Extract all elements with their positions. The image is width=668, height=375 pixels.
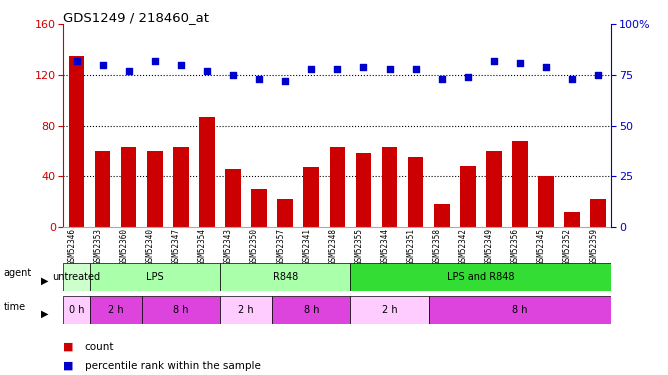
Point: [384, 66, 395, 72]
Bar: [407, 157, 424, 227]
Bar: [199, 117, 214, 227]
Bar: [63, 262, 90, 291]
Text: ■: ■: [63, 342, 74, 352]
Bar: [303, 167, 319, 227]
Point: [566, 76, 577, 82]
Bar: [69, 56, 84, 227]
Point: [150, 58, 160, 64]
Point: [488, 58, 499, 64]
Point: [514, 60, 525, 66]
Point: [358, 64, 369, 70]
Point: [410, 66, 421, 72]
Bar: [351, 296, 429, 324]
Point: [593, 72, 603, 78]
Bar: [564, 211, 580, 227]
Bar: [460, 166, 476, 227]
Point: [462, 74, 473, 80]
Bar: [121, 147, 136, 227]
Text: untreated: untreated: [53, 272, 101, 282]
Text: 2 h: 2 h: [238, 305, 254, 315]
Bar: [351, 262, 611, 291]
Text: percentile rank within the sample: percentile rank within the sample: [85, 361, 261, 370]
Bar: [142, 296, 220, 324]
Point: [436, 76, 447, 82]
Text: ▶: ▶: [41, 309, 49, 319]
Bar: [434, 204, 450, 227]
Text: 2 h: 2 h: [108, 305, 124, 315]
Text: R848: R848: [273, 272, 298, 282]
Point: [254, 76, 265, 82]
Point: [306, 66, 317, 72]
Bar: [225, 169, 241, 227]
Bar: [173, 147, 188, 227]
Bar: [381, 147, 397, 227]
Text: ■: ■: [63, 361, 74, 370]
Text: 8 h: 8 h: [512, 305, 528, 315]
Text: 2 h: 2 h: [381, 305, 397, 315]
Point: [332, 66, 343, 72]
Bar: [591, 199, 606, 227]
Text: 0 h: 0 h: [69, 305, 84, 315]
Bar: [272, 296, 351, 324]
Text: 8 h: 8 h: [173, 305, 188, 315]
Bar: [512, 141, 528, 227]
Text: ▶: ▶: [41, 275, 49, 285]
Point: [228, 72, 238, 78]
Text: GDS1249 / 218460_at: GDS1249 / 218460_at: [63, 11, 210, 24]
Bar: [538, 176, 554, 227]
Point: [280, 78, 291, 84]
Bar: [277, 199, 293, 227]
Bar: [147, 151, 162, 227]
Point: [202, 68, 212, 74]
Point: [124, 68, 134, 74]
Point: [71, 58, 82, 64]
Text: LPS and R848: LPS and R848: [447, 272, 514, 282]
Text: count: count: [85, 342, 114, 352]
Bar: [220, 296, 272, 324]
Bar: [429, 296, 611, 324]
Bar: [251, 189, 267, 227]
Bar: [90, 262, 220, 291]
Bar: [329, 147, 345, 227]
Text: agent: agent: [3, 268, 31, 278]
Point: [540, 64, 551, 70]
Bar: [95, 151, 110, 227]
Bar: [486, 151, 502, 227]
Text: time: time: [3, 302, 25, 312]
Bar: [90, 296, 142, 324]
Point: [98, 62, 108, 68]
Text: LPS: LPS: [146, 272, 164, 282]
Text: 8 h: 8 h: [303, 305, 319, 315]
Bar: [355, 153, 371, 227]
Point: [176, 62, 186, 68]
Bar: [220, 262, 351, 291]
Bar: [63, 296, 90, 324]
